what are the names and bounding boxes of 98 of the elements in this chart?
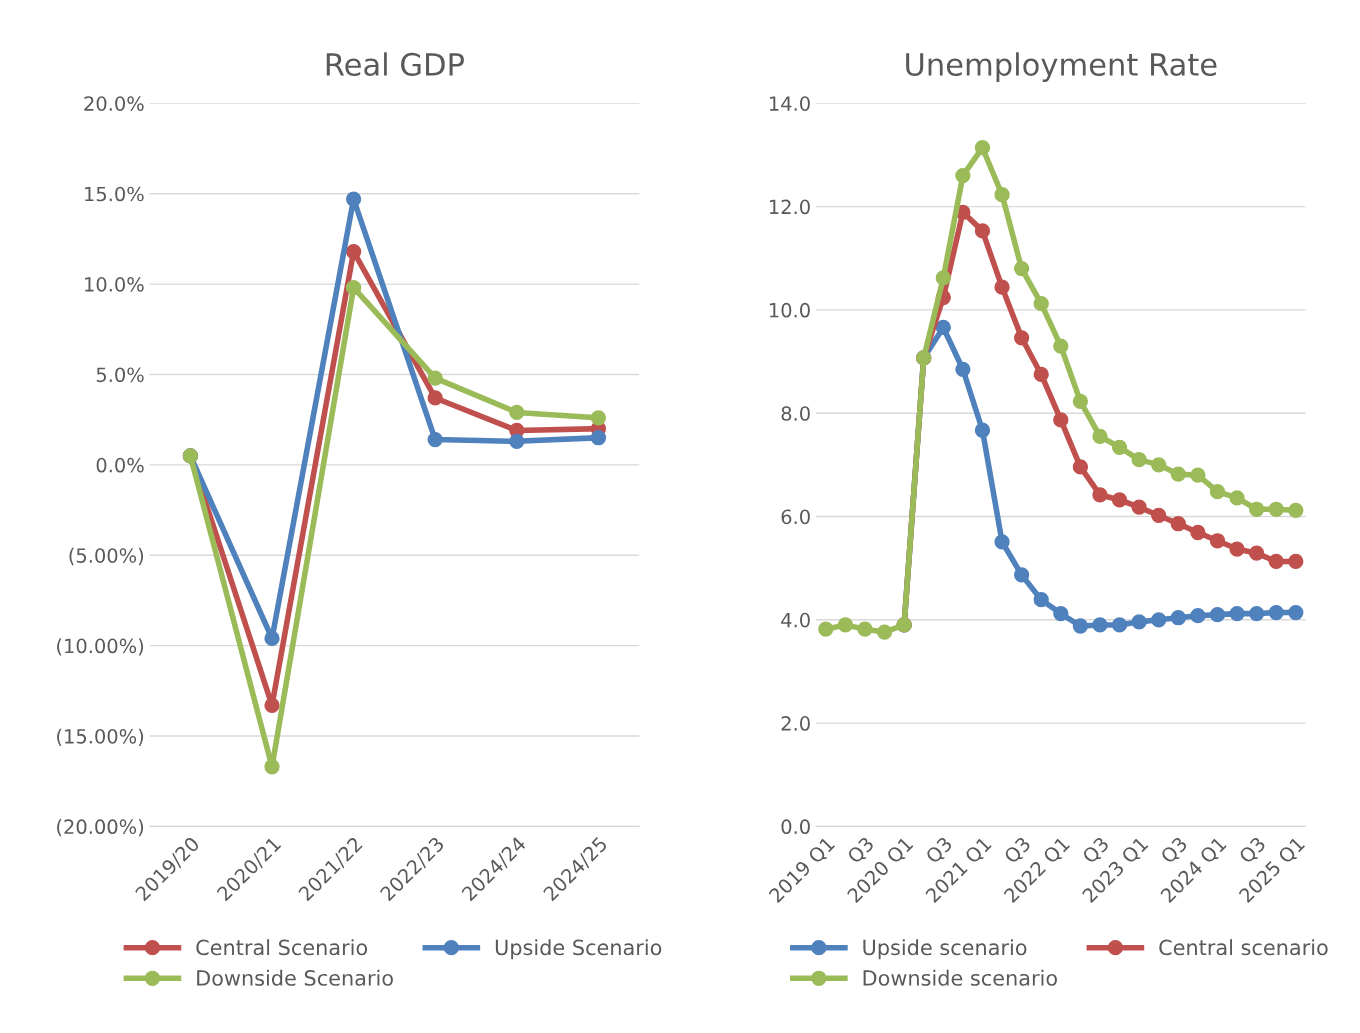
y-tick-label: (10.00%) xyxy=(57,638,144,656)
point xyxy=(1288,502,1304,518)
point xyxy=(1131,452,1147,468)
point xyxy=(1092,617,1108,633)
chart-title: Real GDP xyxy=(326,52,464,76)
point xyxy=(427,370,443,386)
point xyxy=(1053,338,1069,354)
point xyxy=(1249,501,1265,517)
point xyxy=(427,431,443,448)
point xyxy=(955,167,971,184)
point xyxy=(974,422,991,438)
point xyxy=(345,243,362,260)
y-tick-label: 2.0 xyxy=(781,716,810,731)
y-tick-label: 20.0% xyxy=(84,96,144,111)
point xyxy=(1111,492,1128,508)
y-tick-label: 15.0% xyxy=(85,186,144,202)
point xyxy=(955,361,971,377)
legend-label: Upside Scenario xyxy=(495,939,662,960)
legend-label: Upside scenario xyxy=(863,939,1027,960)
point xyxy=(1111,617,1128,633)
point xyxy=(345,280,362,296)
y-tick-label: 10.0 xyxy=(769,302,810,318)
point xyxy=(1151,457,1167,473)
point xyxy=(1111,439,1128,455)
point xyxy=(1288,604,1304,621)
y-tick-label: 4.0 xyxy=(781,612,810,628)
point xyxy=(1249,545,1265,561)
point xyxy=(509,404,525,421)
y-tick-label: 10.0% xyxy=(85,277,144,292)
point xyxy=(1288,553,1304,570)
legend-label: Downside Scenario xyxy=(197,969,393,986)
point xyxy=(1072,459,1089,475)
point xyxy=(1209,606,1226,623)
point xyxy=(1033,592,1049,608)
point xyxy=(1033,296,1049,312)
y-tick-label: 0.0% xyxy=(96,457,144,473)
point xyxy=(1170,516,1186,532)
point xyxy=(1033,366,1049,383)
point xyxy=(1209,484,1226,500)
point xyxy=(1013,567,1030,583)
point xyxy=(994,279,1010,295)
point xyxy=(1209,533,1226,549)
point xyxy=(974,223,991,239)
point xyxy=(974,140,991,156)
y-tick-label: 0.0 xyxy=(781,819,810,835)
legend-label: Central scenario xyxy=(1159,939,1328,956)
point xyxy=(857,621,873,637)
point xyxy=(1190,467,1206,483)
point xyxy=(1131,499,1147,515)
legend-label: Central Scenario xyxy=(196,939,368,956)
y-tick-label: 6.0 xyxy=(781,509,810,525)
point xyxy=(1268,604,1284,621)
point xyxy=(994,534,1010,550)
point xyxy=(1229,541,1245,557)
point xyxy=(1013,330,1030,346)
point xyxy=(837,617,854,633)
point xyxy=(509,433,525,449)
point xyxy=(1053,412,1069,428)
point xyxy=(1151,612,1167,628)
point xyxy=(1072,393,1089,409)
point xyxy=(264,630,280,647)
point xyxy=(264,759,280,775)
y-tick-label: 12.0 xyxy=(769,199,810,215)
point xyxy=(345,191,362,207)
x-tick-label: Q3 xyxy=(1159,836,1190,866)
point xyxy=(1072,618,1089,634)
point xyxy=(1229,605,1245,622)
point xyxy=(1190,608,1206,624)
y-tick-label: (20.00%) xyxy=(57,819,144,837)
y-tick-label: 5.0% xyxy=(96,367,144,383)
point xyxy=(1092,487,1108,503)
point xyxy=(1170,466,1186,482)
legend-label: Downside scenario xyxy=(863,969,1057,986)
point xyxy=(1131,614,1147,630)
point xyxy=(935,270,951,286)
point xyxy=(818,621,834,637)
point xyxy=(994,187,1010,203)
point xyxy=(1268,553,1284,570)
point xyxy=(935,319,951,336)
y-tick-label: (5.00%) xyxy=(69,547,144,566)
y-tick-label: (15.00%) xyxy=(57,728,144,746)
point xyxy=(1053,605,1069,622)
point xyxy=(1151,507,1167,524)
y-tick-label: 8.0 xyxy=(781,406,810,421)
point xyxy=(1092,428,1108,445)
chart-title: Unemployment Rate xyxy=(906,52,1217,82)
point xyxy=(1229,490,1245,506)
point xyxy=(1249,605,1265,622)
point xyxy=(590,410,607,426)
point xyxy=(1013,260,1030,277)
point xyxy=(1268,501,1284,517)
point xyxy=(1170,610,1186,626)
point xyxy=(427,390,443,406)
point xyxy=(1190,524,1206,541)
y-tick-label: 14.0 xyxy=(769,96,810,111)
point xyxy=(264,697,280,713)
point xyxy=(876,624,893,640)
point xyxy=(590,430,607,446)
